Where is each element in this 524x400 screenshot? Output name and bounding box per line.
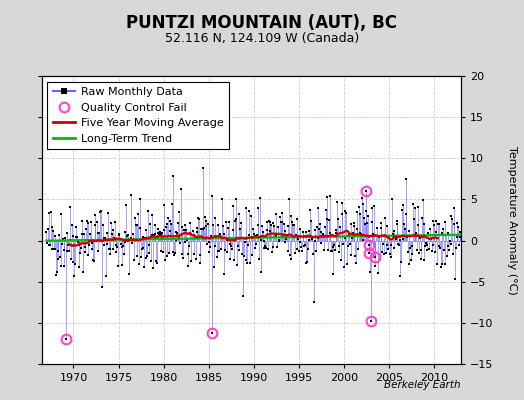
Legend: Raw Monthly Data, Quality Control Fail, Five Year Moving Average, Long-Term Tren: Raw Monthly Data, Quality Control Fail, … <box>48 82 229 149</box>
Text: PUNTZI MOUNTAIN (AUT), BC: PUNTZI MOUNTAIN (AUT), BC <box>126 14 398 32</box>
Text: 52.116 N, 124.109 W (Canada): 52.116 N, 124.109 W (Canada) <box>165 32 359 45</box>
Y-axis label: Temperature Anomaly (°C): Temperature Anomaly (°C) <box>507 146 517 294</box>
Text: Berkeley Earth: Berkeley Earth <box>385 380 461 390</box>
